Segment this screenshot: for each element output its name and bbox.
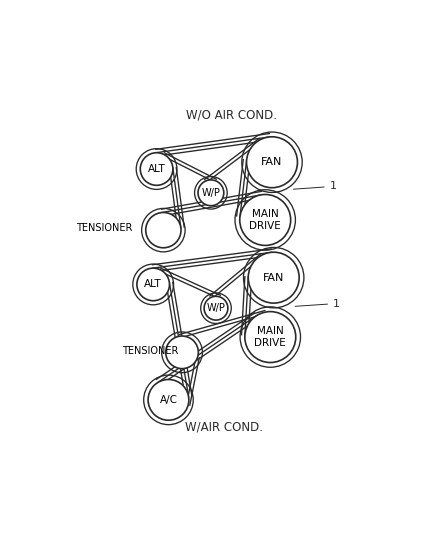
Text: ALT: ALT	[148, 164, 166, 174]
Circle shape	[166, 336, 198, 369]
Circle shape	[137, 268, 170, 301]
Text: ALT: ALT	[144, 279, 162, 289]
Circle shape	[148, 379, 189, 420]
Text: FAN: FAN	[261, 157, 283, 167]
Text: TENSIONER: TENSIONER	[122, 345, 179, 356]
Text: TENSIONER: TENSIONER	[77, 223, 133, 233]
Text: FAN: FAN	[263, 273, 284, 282]
Circle shape	[245, 312, 296, 362]
Text: MAIN
DRIVE: MAIN DRIVE	[249, 209, 281, 231]
Text: W/P: W/P	[207, 303, 226, 313]
Circle shape	[204, 296, 228, 320]
Text: W/O AIR COND.: W/O AIR COND.	[186, 109, 277, 122]
Text: A/C: A/C	[159, 395, 177, 405]
Text: MAIN
DRIVE: MAIN DRIVE	[254, 326, 286, 348]
Text: 1: 1	[295, 298, 340, 309]
Circle shape	[146, 213, 181, 248]
Circle shape	[140, 153, 173, 185]
Text: W/P: W/P	[201, 188, 220, 198]
Circle shape	[240, 195, 291, 245]
Circle shape	[247, 137, 297, 188]
Circle shape	[198, 180, 224, 206]
Text: W/AIR COND.: W/AIR COND.	[185, 420, 264, 433]
Circle shape	[248, 252, 299, 303]
Text: 1: 1	[293, 181, 337, 191]
